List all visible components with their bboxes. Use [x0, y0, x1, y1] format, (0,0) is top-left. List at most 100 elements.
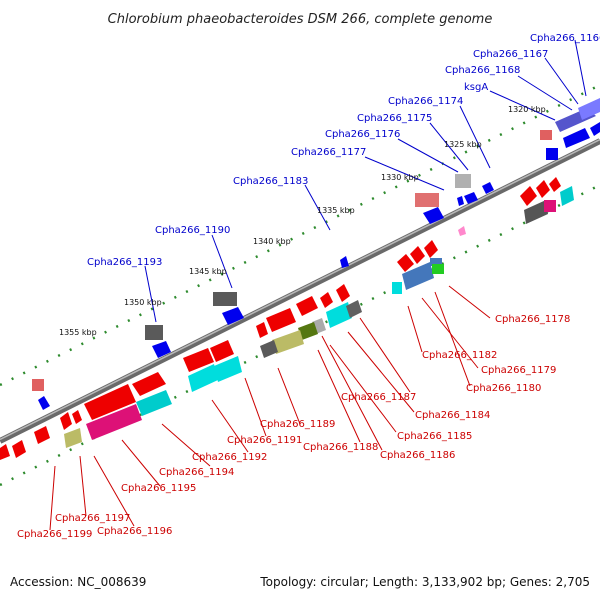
gene-label[interactable]: Cpha266_1196 [97, 526, 172, 537]
gene-block [272, 330, 304, 354]
gene-label[interactable]: Cpha266_1177 [291, 147, 366, 158]
dotted-guides [0, 83, 600, 487]
gene-block [213, 292, 237, 306]
gene-block [560, 186, 574, 206]
gene-arrow [256, 322, 268, 338]
gene-label[interactable]: Cpha266_1179 [481, 365, 556, 376]
gene-block [392, 282, 402, 294]
gene-arrow [536, 180, 550, 198]
gene-label[interactable]: Cpha266_1184 [415, 410, 490, 421]
map-title: Chlorobium phaeobacteroides DSM 266, com… [108, 12, 493, 27]
gene-arrow [520, 186, 537, 206]
gene-block [455, 174, 471, 188]
gene-block [346, 300, 362, 318]
scale-label: 1345 kbp [189, 267, 227, 276]
gene-arrow [457, 196, 464, 206]
gene-label[interactable]: Cpha266_1189 [260, 419, 335, 430]
label-leaders [49, 39, 587, 531]
gene-block [402, 262, 434, 290]
gene-label[interactable]: Cpha266_1178 [495, 314, 570, 325]
gene-arrow [590, 122, 600, 136]
gene-arrow [410, 246, 425, 264]
gene-label[interactable]: Cpha266_1197 [55, 513, 130, 524]
gene-label[interactable]: Cpha266_1190 [155, 225, 230, 236]
genome-backbone-highlight [0, 138, 600, 441]
gene-arrow [34, 426, 50, 444]
gene-arrow [183, 348, 214, 372]
gene-arrow [549, 177, 561, 192]
gene-arrow [423, 207, 444, 224]
gene-label[interactable]: Cpha266_1186 [380, 450, 455, 461]
gene-arrow [458, 226, 466, 236]
gene-label[interactable]: Cpha266_1180 [466, 383, 541, 394]
gene-arrow [60, 412, 72, 430]
gene-arrow [132, 372, 166, 396]
gene-block [214, 356, 242, 382]
gene-label[interactable]: Cpha266_1167 [473, 49, 548, 60]
gene-arrow [266, 308, 296, 332]
gene-arrow [296, 296, 318, 316]
gene-block [415, 193, 439, 207]
gene-label[interactable]: Cpha266_1187 [341, 392, 416, 403]
gene-block [524, 200, 548, 224]
gene-label[interactable]: Cpha266_1194 [159, 467, 234, 478]
accession-text: Accession: NC_008639 [10, 575, 146, 589]
gene-block [260, 340, 278, 358]
genome-backbone [0, 138, 600, 444]
gene-block [64, 428, 82, 448]
scale-labels: 1320 kbp 1325 kbp 1330 kbp 1335 kbp 1340… [59, 105, 546, 337]
gene-block [326, 302, 352, 328]
gene-label[interactable]: Cpha266_1174 [388, 96, 463, 107]
gene-label[interactable]: Cpha266_1191 [227, 435, 302, 446]
reverse-gene-labels: Cpha266_1178 Cpha266_1182 Cpha266_1179 C… [17, 314, 570, 540]
gene-arrow [320, 292, 333, 308]
gene-block [578, 98, 600, 120]
gene-arrow [222, 307, 244, 325]
gene-label[interactable]: ksgA [464, 82, 488, 93]
gene-block [188, 364, 218, 392]
gene-arrow [397, 254, 414, 272]
scale-label: 1335 kbp [317, 206, 355, 215]
gene-arrow [38, 396, 50, 410]
gene-block [544, 200, 556, 212]
gene-arrow [0, 444, 10, 460]
gene-block [32, 379, 44, 391]
gene-label[interactable]: Cpha266_1183 [233, 176, 308, 187]
scale-label: 1325 kbp [444, 140, 482, 149]
scale-label: 1355 kbp [59, 328, 97, 337]
gene-label[interactable]: Cpha266_1192 [192, 452, 267, 463]
scale-label: 1330 kbp [381, 173, 419, 182]
scale-label: 1340 kbp [253, 237, 291, 246]
outer-dotted-line [0, 83, 600, 387]
scale-label: 1350 kbp [124, 298, 162, 307]
gene-block [540, 130, 552, 140]
gene-label[interactable]: Cpha266_1199 [17, 529, 92, 540]
gene-arrow [336, 284, 350, 302]
gene-label[interactable]: Cpha266_1175 [357, 113, 432, 124]
gene-block [546, 148, 558, 160]
gene-label[interactable]: Cpha266_1168 [445, 65, 520, 76]
gene-arrow [12, 440, 26, 458]
reverse-features [0, 177, 574, 460]
forward-gene-labels: Cpha266_1166 Cpha266_1167 Cpha266_1168 k… [87, 33, 600, 268]
gene-label[interactable]: Cpha266_1195 [121, 483, 196, 494]
gene-label[interactable]: Cpha266_1193 [87, 257, 162, 268]
gene-label[interactable]: Cpha266_1176 [325, 129, 400, 140]
gene-block [145, 325, 163, 340]
genome-summary-text: Topology: circular; Length: 3,133,902 bp… [259, 575, 590, 589]
gene-arrow [424, 240, 438, 258]
gene-arrow [482, 182, 494, 194]
scale-label: 1320 kbp [508, 105, 546, 114]
gene-arrow [563, 128, 590, 148]
gene-label[interactable]: Cpha266_1185 [397, 431, 472, 442]
forward-features [32, 98, 600, 410]
inner-dotted-line [0, 183, 600, 487]
gene-label[interactable]: Cpha266_1166 [530, 33, 600, 44]
gene-arrow [210, 340, 234, 362]
gene-arrow [72, 410, 82, 424]
gene-label[interactable]: Cpha266_1182 [422, 350, 497, 361]
gene-block [298, 322, 318, 340]
gene-label[interactable]: Cpha266_1188 [303, 442, 378, 453]
gene-block [432, 264, 444, 274]
